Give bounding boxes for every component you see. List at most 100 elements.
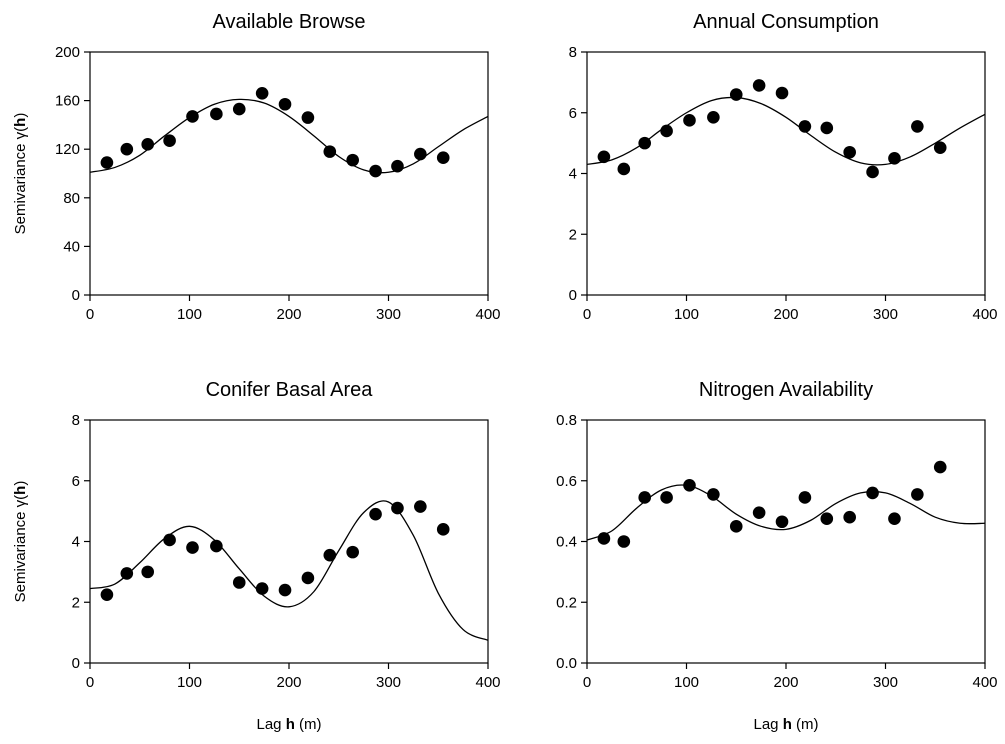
model-curve xyxy=(586,484,986,541)
data-point xyxy=(707,488,720,501)
data-point xyxy=(163,533,176,547)
y-axis-label: Semivariance γ(h) xyxy=(12,113,29,235)
data-point xyxy=(638,136,652,150)
data-point xyxy=(414,500,427,513)
x-tick-label: 0 xyxy=(86,674,94,691)
chart-title: Available Browse xyxy=(212,11,365,33)
data-point xyxy=(933,460,947,474)
data-point xyxy=(186,110,199,123)
y-tick-label: 6 xyxy=(569,105,577,122)
data-point xyxy=(436,523,450,536)
data-point xyxy=(301,111,315,124)
x-axis-label-bold: h xyxy=(286,716,295,733)
x-axis-label-end: (m) xyxy=(792,716,819,733)
data-point xyxy=(911,120,924,133)
y-tick-label: 4 xyxy=(569,166,577,183)
y-axis-label-bold: h xyxy=(12,486,29,495)
x-tick-label: 300 xyxy=(376,306,401,323)
x-tick-label: 0 xyxy=(583,674,591,691)
data-point xyxy=(866,165,879,179)
data-point xyxy=(391,159,404,173)
data-point xyxy=(414,147,427,161)
chart-title: Nitrogen Availability xyxy=(699,379,873,401)
y-tick-label: 8 xyxy=(569,44,577,61)
x-tick-label: 100 xyxy=(177,306,202,323)
y-tick-label: 120 xyxy=(55,141,80,158)
x-tick-label: 200 xyxy=(773,306,798,323)
data-point xyxy=(729,520,743,533)
y-tick-label: 80 xyxy=(63,190,80,207)
data-point xyxy=(888,512,901,526)
panel-nitrogen-availability: Nitrogen Availability 0.0 0.2 0.4 0.6 0.8 0 100… xyxy=(556,379,997,733)
plot-frame xyxy=(89,51,489,296)
x-tick-label: 400 xyxy=(972,674,997,691)
data-point xyxy=(232,102,246,116)
data-point xyxy=(798,491,812,504)
y-tick-label: 2 xyxy=(569,226,577,243)
data-point xyxy=(232,576,246,589)
y-tick-label: 8 xyxy=(72,412,80,429)
data-point xyxy=(638,491,652,504)
data-point xyxy=(120,567,134,580)
data-point xyxy=(843,510,856,524)
x-tick-label: 400 xyxy=(475,306,500,323)
data-point xyxy=(597,150,611,164)
data-point xyxy=(100,156,114,169)
y-tick-label: 200 xyxy=(55,44,80,61)
data-point xyxy=(888,152,901,165)
data-point xyxy=(597,532,611,545)
data-point xyxy=(255,582,269,595)
data-point xyxy=(911,488,924,501)
y-tick-label: 0 xyxy=(72,287,80,304)
data-point xyxy=(369,164,382,178)
model-curve xyxy=(586,96,986,166)
data-point xyxy=(210,107,223,121)
data-point xyxy=(163,134,176,147)
x-tick-label: 300 xyxy=(376,674,401,691)
x-tick-label: 400 xyxy=(972,306,997,323)
data-point xyxy=(186,541,199,554)
data-point xyxy=(933,141,947,154)
x-axis-label-text: Lag xyxy=(753,716,782,733)
y-axis-label-text: Semivariance γ( xyxy=(12,495,29,603)
data-point xyxy=(775,86,789,100)
data-point xyxy=(866,486,879,500)
y-axis-label-end: ) xyxy=(12,113,29,118)
data-point xyxy=(752,79,766,92)
data-point xyxy=(120,142,134,156)
x-tick-label: 0 xyxy=(583,306,591,323)
x-tick-label: 100 xyxy=(177,674,202,691)
y-tick-label: 4 xyxy=(72,534,80,551)
x-tick-label: 0 xyxy=(86,306,94,323)
x-axis-label: Lag h (m) xyxy=(753,716,818,733)
x-axis-label-end: (m) xyxy=(295,716,322,733)
y-tick-label: 0.0 xyxy=(556,655,577,672)
data-point xyxy=(683,479,696,492)
y-axis-label-text: Semivariance γ( xyxy=(12,127,29,235)
data-point xyxy=(100,588,114,601)
plot-frame xyxy=(586,419,986,664)
data-point xyxy=(683,114,696,127)
y-tick-label: 160 xyxy=(55,93,80,110)
data-point xyxy=(323,548,337,562)
data-point xyxy=(141,138,155,151)
x-tick-label: 100 xyxy=(674,674,699,691)
data-point xyxy=(729,88,743,101)
data-point xyxy=(707,111,720,124)
data-point xyxy=(141,565,155,579)
y-axis-label-end: ) xyxy=(12,481,29,486)
data-point xyxy=(278,97,292,111)
data-point xyxy=(323,145,337,158)
y-tick-label: 0.8 xyxy=(556,412,577,429)
data-point xyxy=(255,87,269,100)
x-axis-label-bold: h xyxy=(783,716,792,733)
data-point xyxy=(820,512,834,526)
y-tick-label: 0.6 xyxy=(556,473,577,490)
data-point xyxy=(798,120,812,133)
data-point xyxy=(369,507,382,521)
x-axis-label: Lag h (m) xyxy=(256,716,321,733)
panel-conifer-basal-area: Conifer Basal Area 0 2 4 6 8 0 100 200 300 400 Semi… xyxy=(12,379,501,733)
data-point xyxy=(775,515,789,529)
x-tick-label: 200 xyxy=(773,674,798,691)
